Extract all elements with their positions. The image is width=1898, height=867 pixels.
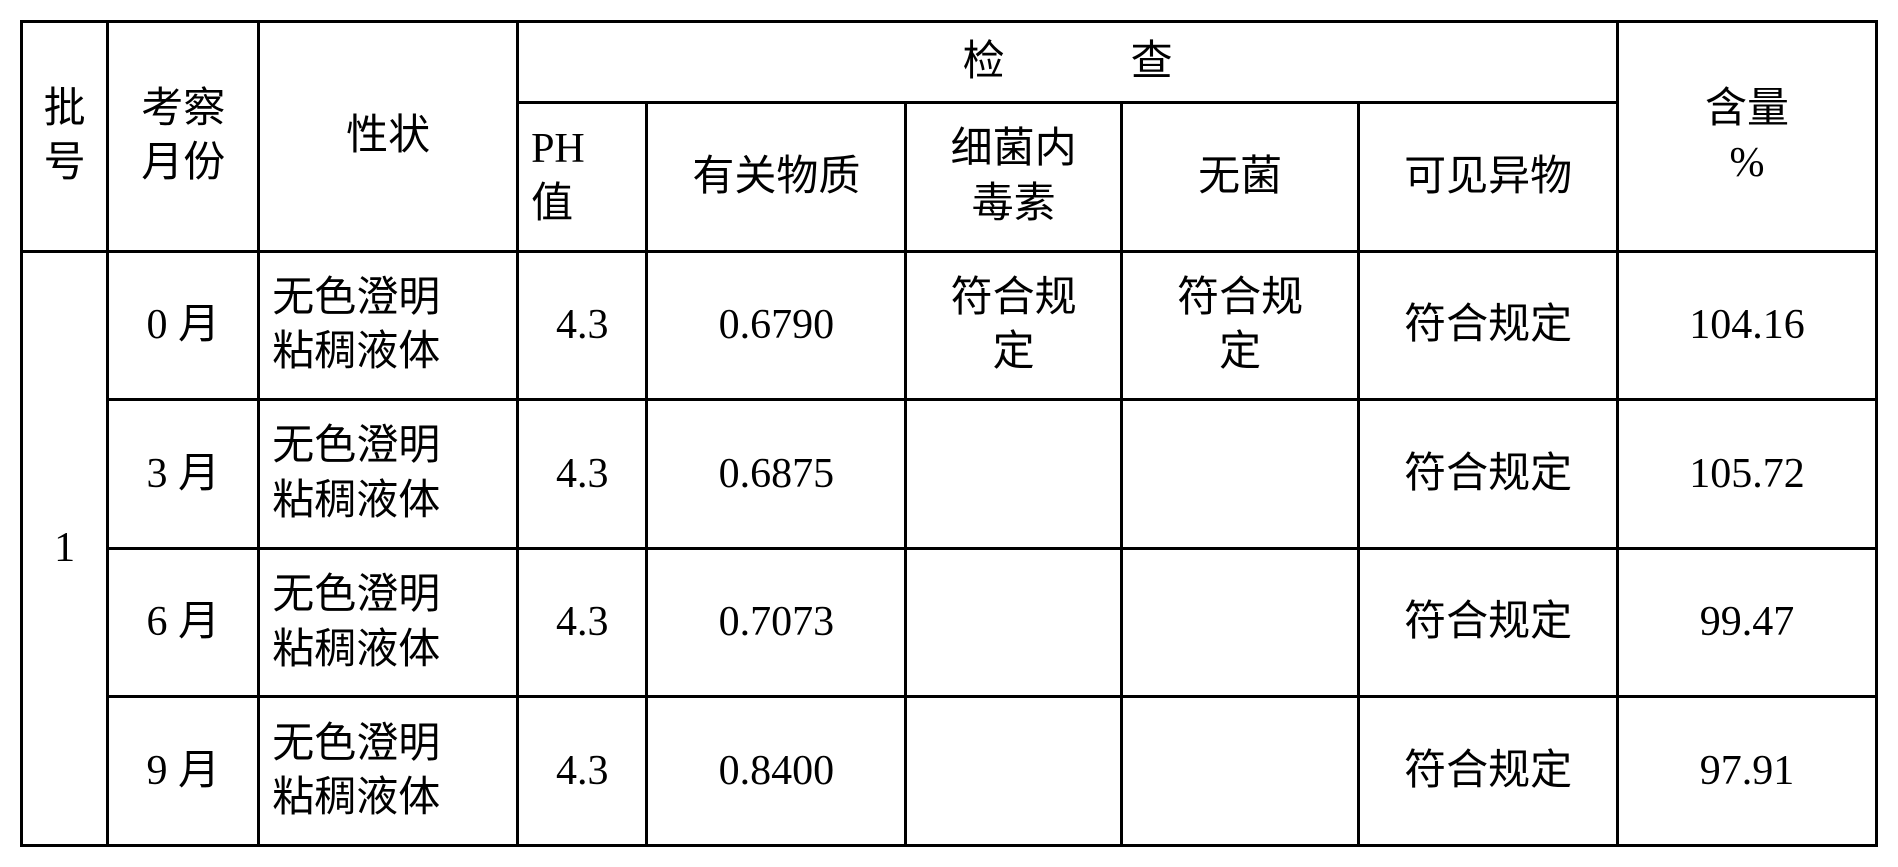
header-batch: 批号 bbox=[22, 22, 108, 252]
cell-content: 105.72 bbox=[1618, 400, 1877, 549]
cell-ph: 4.3 bbox=[518, 400, 647, 549]
table-row: 1 0 月 无色澄明粘稠液体 4.3 0.6790 符合规定 符合规定 符合规定… bbox=[22, 251, 1877, 400]
cell-related: 0.6790 bbox=[647, 251, 906, 400]
header-appearance: 性状 bbox=[259, 22, 518, 252]
cell-visible: 符合规定 bbox=[1359, 251, 1618, 400]
header-related: 有关物质 bbox=[647, 103, 906, 252]
cell-endotoxin bbox=[906, 548, 1122, 697]
cell-ph: 4.3 bbox=[518, 697, 647, 846]
header-sterility: 无菌 bbox=[1122, 103, 1359, 252]
cell-sterility bbox=[1122, 697, 1359, 846]
header-visible: 可见异物 bbox=[1359, 103, 1618, 252]
cell-content: 97.91 bbox=[1618, 697, 1877, 846]
cell-month: 9 月 bbox=[108, 697, 259, 846]
stability-table-container: 批号 考察月份 性状 检 查 含量% PH值 有关物质 细菌内毒素 无菌 可见异… bbox=[20, 20, 1878, 847]
stability-table: 批号 考察月份 性状 检 查 含量% PH值 有关物质 细菌内毒素 无菌 可见异… bbox=[20, 20, 1878, 847]
cell-ph: 4.3 bbox=[518, 548, 647, 697]
cell-visible: 符合规定 bbox=[1359, 400, 1618, 549]
cell-content: 99.47 bbox=[1618, 548, 1877, 697]
cell-related: 0.8400 bbox=[647, 697, 906, 846]
header-ph: PH值 bbox=[518, 103, 647, 252]
cell-endotoxin bbox=[906, 697, 1122, 846]
cell-appearance: 无色澄明粘稠液体 bbox=[259, 697, 518, 846]
cell-month: 6 月 bbox=[108, 548, 259, 697]
cell-appearance: 无色澄明粘稠液体 bbox=[259, 400, 518, 549]
table-row: 3 月 无色澄明粘稠液体 4.3 0.6875 符合规定 105.72 bbox=[22, 400, 1877, 549]
cell-endotoxin bbox=[906, 400, 1122, 549]
cell-appearance: 无色澄明粘稠液体 bbox=[259, 251, 518, 400]
cell-endotoxin: 符合规定 bbox=[906, 251, 1122, 400]
cell-related: 0.6875 bbox=[647, 400, 906, 549]
header-endotoxin: 细菌内毒素 bbox=[906, 103, 1122, 252]
cell-ph: 4.3 bbox=[518, 251, 647, 400]
cell-month: 3 月 bbox=[108, 400, 259, 549]
cell-related: 0.7073 bbox=[647, 548, 906, 697]
table-row: 6 月 无色澄明粘稠液体 4.3 0.7073 符合规定 99.47 bbox=[22, 548, 1877, 697]
cell-visible: 符合规定 bbox=[1359, 548, 1618, 697]
header-inspection: 检 查 bbox=[518, 22, 1618, 103]
cell-content: 104.16 bbox=[1618, 251, 1877, 400]
cell-sterility bbox=[1122, 548, 1359, 697]
cell-sterility bbox=[1122, 400, 1359, 549]
header-content: 含量% bbox=[1618, 22, 1877, 252]
cell-month: 0 月 bbox=[108, 251, 259, 400]
cell-appearance: 无色澄明粘稠液体 bbox=[259, 548, 518, 697]
header-row-1: 批号 考察月份 性状 检 查 含量% bbox=[22, 22, 1877, 103]
table-row: 9 月 无色澄明粘稠液体 4.3 0.8400 符合规定 97.91 bbox=[22, 697, 1877, 846]
cell-visible: 符合规定 bbox=[1359, 697, 1618, 846]
header-month: 考察月份 bbox=[108, 22, 259, 252]
cell-sterility: 符合规定 bbox=[1122, 251, 1359, 400]
cell-batch-no: 1 bbox=[22, 251, 108, 845]
